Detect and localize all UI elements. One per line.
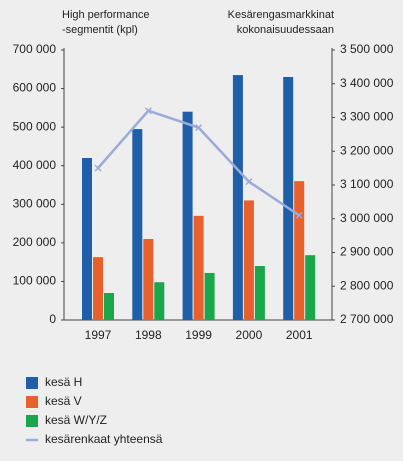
y2-tick-label: 3 100 000 — [340, 177, 394, 191]
legend-swatch — [26, 377, 38, 389]
y2-tick-label: 2 800 000 — [340, 278, 394, 292]
y-tick-label: 500 000 — [13, 119, 57, 133]
line — [97, 109, 300, 217]
y-tick-label: 200 000 — [13, 235, 57, 249]
line-marker — [295, 211, 303, 219]
y2-tick-label: 3 400 000 — [340, 76, 394, 90]
line-marker — [195, 124, 203, 132]
y-tick-label: 100 000 — [13, 274, 57, 288]
y2-tick-label: 2 700 000 — [340, 312, 394, 326]
line-marker — [245, 178, 253, 186]
bar — [154, 282, 165, 320]
bar — [283, 77, 294, 320]
x-tick-label: 1999 — [185, 328, 212, 342]
y2-tick-label: 3 200 000 — [340, 143, 394, 157]
y2-tick-label: 2 900 000 — [340, 245, 394, 259]
line-marker — [144, 107, 152, 115]
legend-swatch — [26, 415, 38, 427]
bar — [104, 293, 114, 320]
y-tick-label: 300 000 — [13, 196, 57, 210]
bar — [82, 158, 92, 320]
legend-label: kesä V — [45, 394, 82, 408]
x-tick-label: 1997 — [85, 328, 112, 342]
legend-swatch — [26, 396, 38, 408]
x-tick-label: 2000 — [236, 328, 263, 342]
bar — [182, 111, 193, 320]
bar — [193, 215, 204, 320]
y-tick-label: 700 000 — [13, 42, 57, 56]
y2-tick-label: 3 300 000 — [340, 110, 394, 124]
bar — [204, 272, 215, 320]
bar — [143, 239, 154, 320]
y2-axis-label: kokonaisuudessaan — [237, 24, 334, 36]
line-marker — [94, 164, 102, 172]
y-axis-label: -segmentit (kpl) — [62, 24, 138, 36]
y-axis-label: High performance — [62, 9, 149, 21]
y2-tick-label: 3 000 000 — [340, 211, 394, 225]
legend-label: kesä W/Y/Z — [45, 413, 107, 427]
bar — [243, 200, 254, 320]
bar — [305, 255, 316, 320]
bar — [232, 75, 243, 320]
bar — [132, 129, 143, 320]
bar — [294, 181, 305, 320]
y2-axis-label: Kesärengasmarkkinat — [228, 9, 334, 21]
bar — [254, 266, 265, 320]
bar — [93, 257, 103, 320]
legend-label: kesärenkaat yhteensä — [45, 432, 163, 446]
y-tick-label: 400 000 — [13, 158, 57, 172]
y-tick-label: 600 000 — [13, 81, 57, 95]
y-tick-label: 0 — [49, 312, 56, 326]
x-tick-label: 2001 — [286, 328, 313, 342]
legend-label: kesä H — [45, 375, 82, 389]
y2-tick-label: 3 500 000 — [340, 42, 394, 56]
x-tick-label: 1998 — [135, 328, 162, 342]
